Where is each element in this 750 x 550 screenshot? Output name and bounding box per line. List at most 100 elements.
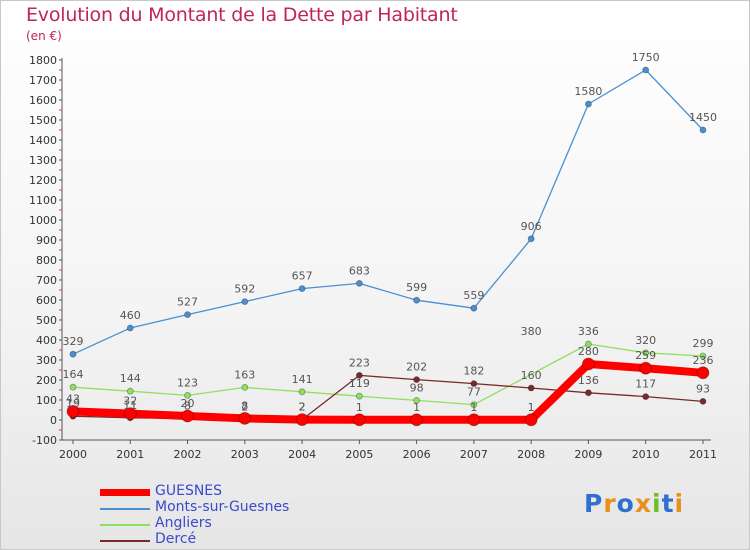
data-label-derc-: 11 [123, 399, 137, 412]
data-label-monts-sur-guesnes: 329 [63, 335, 84, 348]
data-point-angliers [699, 352, 707, 360]
data-point-guesnes [524, 413, 538, 427]
legend-item-derce: Dercé [100, 531, 360, 548]
logo-letter: i [652, 489, 662, 518]
series-line-angliers [72, 343, 704, 406]
x-tick-label: 2003 [231, 448, 259, 461]
data-point-monts-sur-guesnes [642, 66, 650, 74]
y-tick-label: 900 [36, 234, 57, 247]
data-point-angliers [241, 383, 249, 391]
x-tick-label: 2007 [460, 448, 488, 461]
data-point-angliers [585, 340, 592, 348]
data-point-angliers [184, 391, 191, 399]
data-label-derc-: 117 [635, 378, 656, 391]
y-tick-label: 1700 [29, 74, 57, 87]
data-point-guesnes [639, 361, 653, 375]
data-label-monts-sur-guesnes: 599 [406, 281, 427, 294]
x-tick-label: 2001 [116, 448, 144, 461]
legend-swatch-angliers [100, 524, 150, 526]
data-point-guesnes [696, 366, 710, 380]
data-label-monts-sur-guesnes: 592 [234, 283, 255, 296]
data-point-guesnes [123, 407, 137, 421]
data-point-angliers [126, 387, 134, 395]
logo-letter: i [674, 489, 685, 518]
data-label-guesnes: 1 [470, 401, 477, 414]
chart-data-labels: 329 460 527 592 657 683 599 559 906 1580 1750 1450 1… [63, 51, 717, 414]
x-tick-label: 2000 [59, 448, 87, 461]
data-label-guesnes: 1 [356, 401, 363, 414]
x-tick-label: 2006 [403, 448, 431, 461]
data-point-monts-sur-guesnes [184, 311, 191, 319]
y-tick-label: 1600 [29, 94, 57, 107]
data-label-guesnes: 20 [181, 397, 195, 410]
data-point-derc- [585, 389, 592, 397]
data-point-monts-sur-guesnes [241, 298, 249, 306]
chart-title: Evolution du Montant de la Dette par Hab… [26, 4, 458, 26]
data-point-derc- [413, 376, 421, 384]
data-label-derc-: 93 [696, 382, 710, 395]
data-label-derc-: 8 [184, 399, 191, 412]
legend-item-guesnes: GUESNES [100, 483, 360, 500]
data-point-monts-sur-guesnes [527, 235, 535, 243]
data-label-angliers: 123 [177, 376, 198, 389]
data-point-angliers [69, 383, 77, 391]
data-label-derc-: 2 [299, 401, 306, 414]
data-point-angliers [355, 392, 363, 400]
chart-axes: -100 0 100 200 300 400 500 600 700 800 900 1000 1100… [29, 54, 717, 461]
data-label-guesnes: 259 [635, 349, 656, 362]
data-point-guesnes [352, 413, 366, 427]
logo-letter: r [603, 489, 617, 518]
data-point-derc- [470, 380, 478, 388]
legend-swatch-monts-sur-guesnes [100, 508, 150, 510]
data-label-angliers: 119 [349, 377, 370, 390]
data-point-angliers [413, 396, 421, 404]
legend-label: Dercé [155, 531, 197, 547]
data-label-guesnes: 280 [578, 345, 599, 358]
series-line-monts-sur-guesnes [72, 69, 704, 355]
y-tick-label: 200 [36, 374, 57, 387]
data-label-derc-: 223 [349, 356, 370, 369]
data-point-monts-sur-guesnes [470, 304, 478, 312]
data-label-guesnes: 2 [299, 401, 306, 414]
data-label-derc-: 2 [241, 401, 248, 414]
data-label-guesnes: 1 [413, 401, 420, 414]
y-tick-label: 1800 [29, 54, 57, 67]
data-label-angliers: 163 [234, 368, 255, 381]
data-label-monts-sur-guesnes: 683 [349, 264, 370, 277]
y-tick-label: 1200 [29, 174, 57, 187]
y-tick-label: 300 [36, 354, 57, 367]
data-label-guesnes: 32 [123, 395, 137, 408]
data-point-guesnes [410, 413, 424, 427]
data-point-monts-sur-guesnes [69, 350, 77, 358]
y-tick-label: 400 [36, 334, 57, 347]
legend-swatch-guesnes [100, 489, 150, 496]
data-label-monts-sur-guesnes: 1750 [632, 51, 660, 64]
data-point-derc- [699, 397, 707, 405]
data-point-monts-sur-guesnes [585, 100, 592, 108]
data-label-derc-: 202 [406, 361, 427, 374]
data-point-monts-sur-guesnes [699, 126, 707, 134]
data-label-monts-sur-guesnes: 460 [120, 309, 141, 322]
x-tick-label: 2011 [689, 448, 717, 461]
data-point-guesnes [295, 413, 309, 427]
data-label-angliers: 164 [63, 368, 84, 381]
data-label-monts-sur-guesnes: 657 [292, 270, 313, 283]
data-point-monts-sur-guesnes [413, 296, 421, 304]
logo-letter: P [584, 489, 604, 518]
data-label-angliers: 77 [467, 386, 481, 399]
data-point-angliers [470, 401, 478, 409]
chart-legend: GUESNES Monts-sur-Guesnes Angliers Dercé [100, 483, 360, 548]
data-label-guesnes: 236 [692, 354, 713, 367]
data-point-guesnes [66, 404, 80, 418]
data-point-guesnes [582, 357, 595, 371]
y-tick-label: 100 [36, 394, 57, 407]
data-point-monts-sur-guesnes [355, 279, 363, 287]
legend-item-angliers: Angliers [100, 515, 360, 532]
series-line-guesnes [69, 360, 707, 424]
data-label-guesnes: 43 [66, 392, 80, 405]
logo-letter: t [661, 489, 675, 518]
logo-letter: o [616, 489, 635, 518]
data-point-guesnes [238, 411, 252, 425]
